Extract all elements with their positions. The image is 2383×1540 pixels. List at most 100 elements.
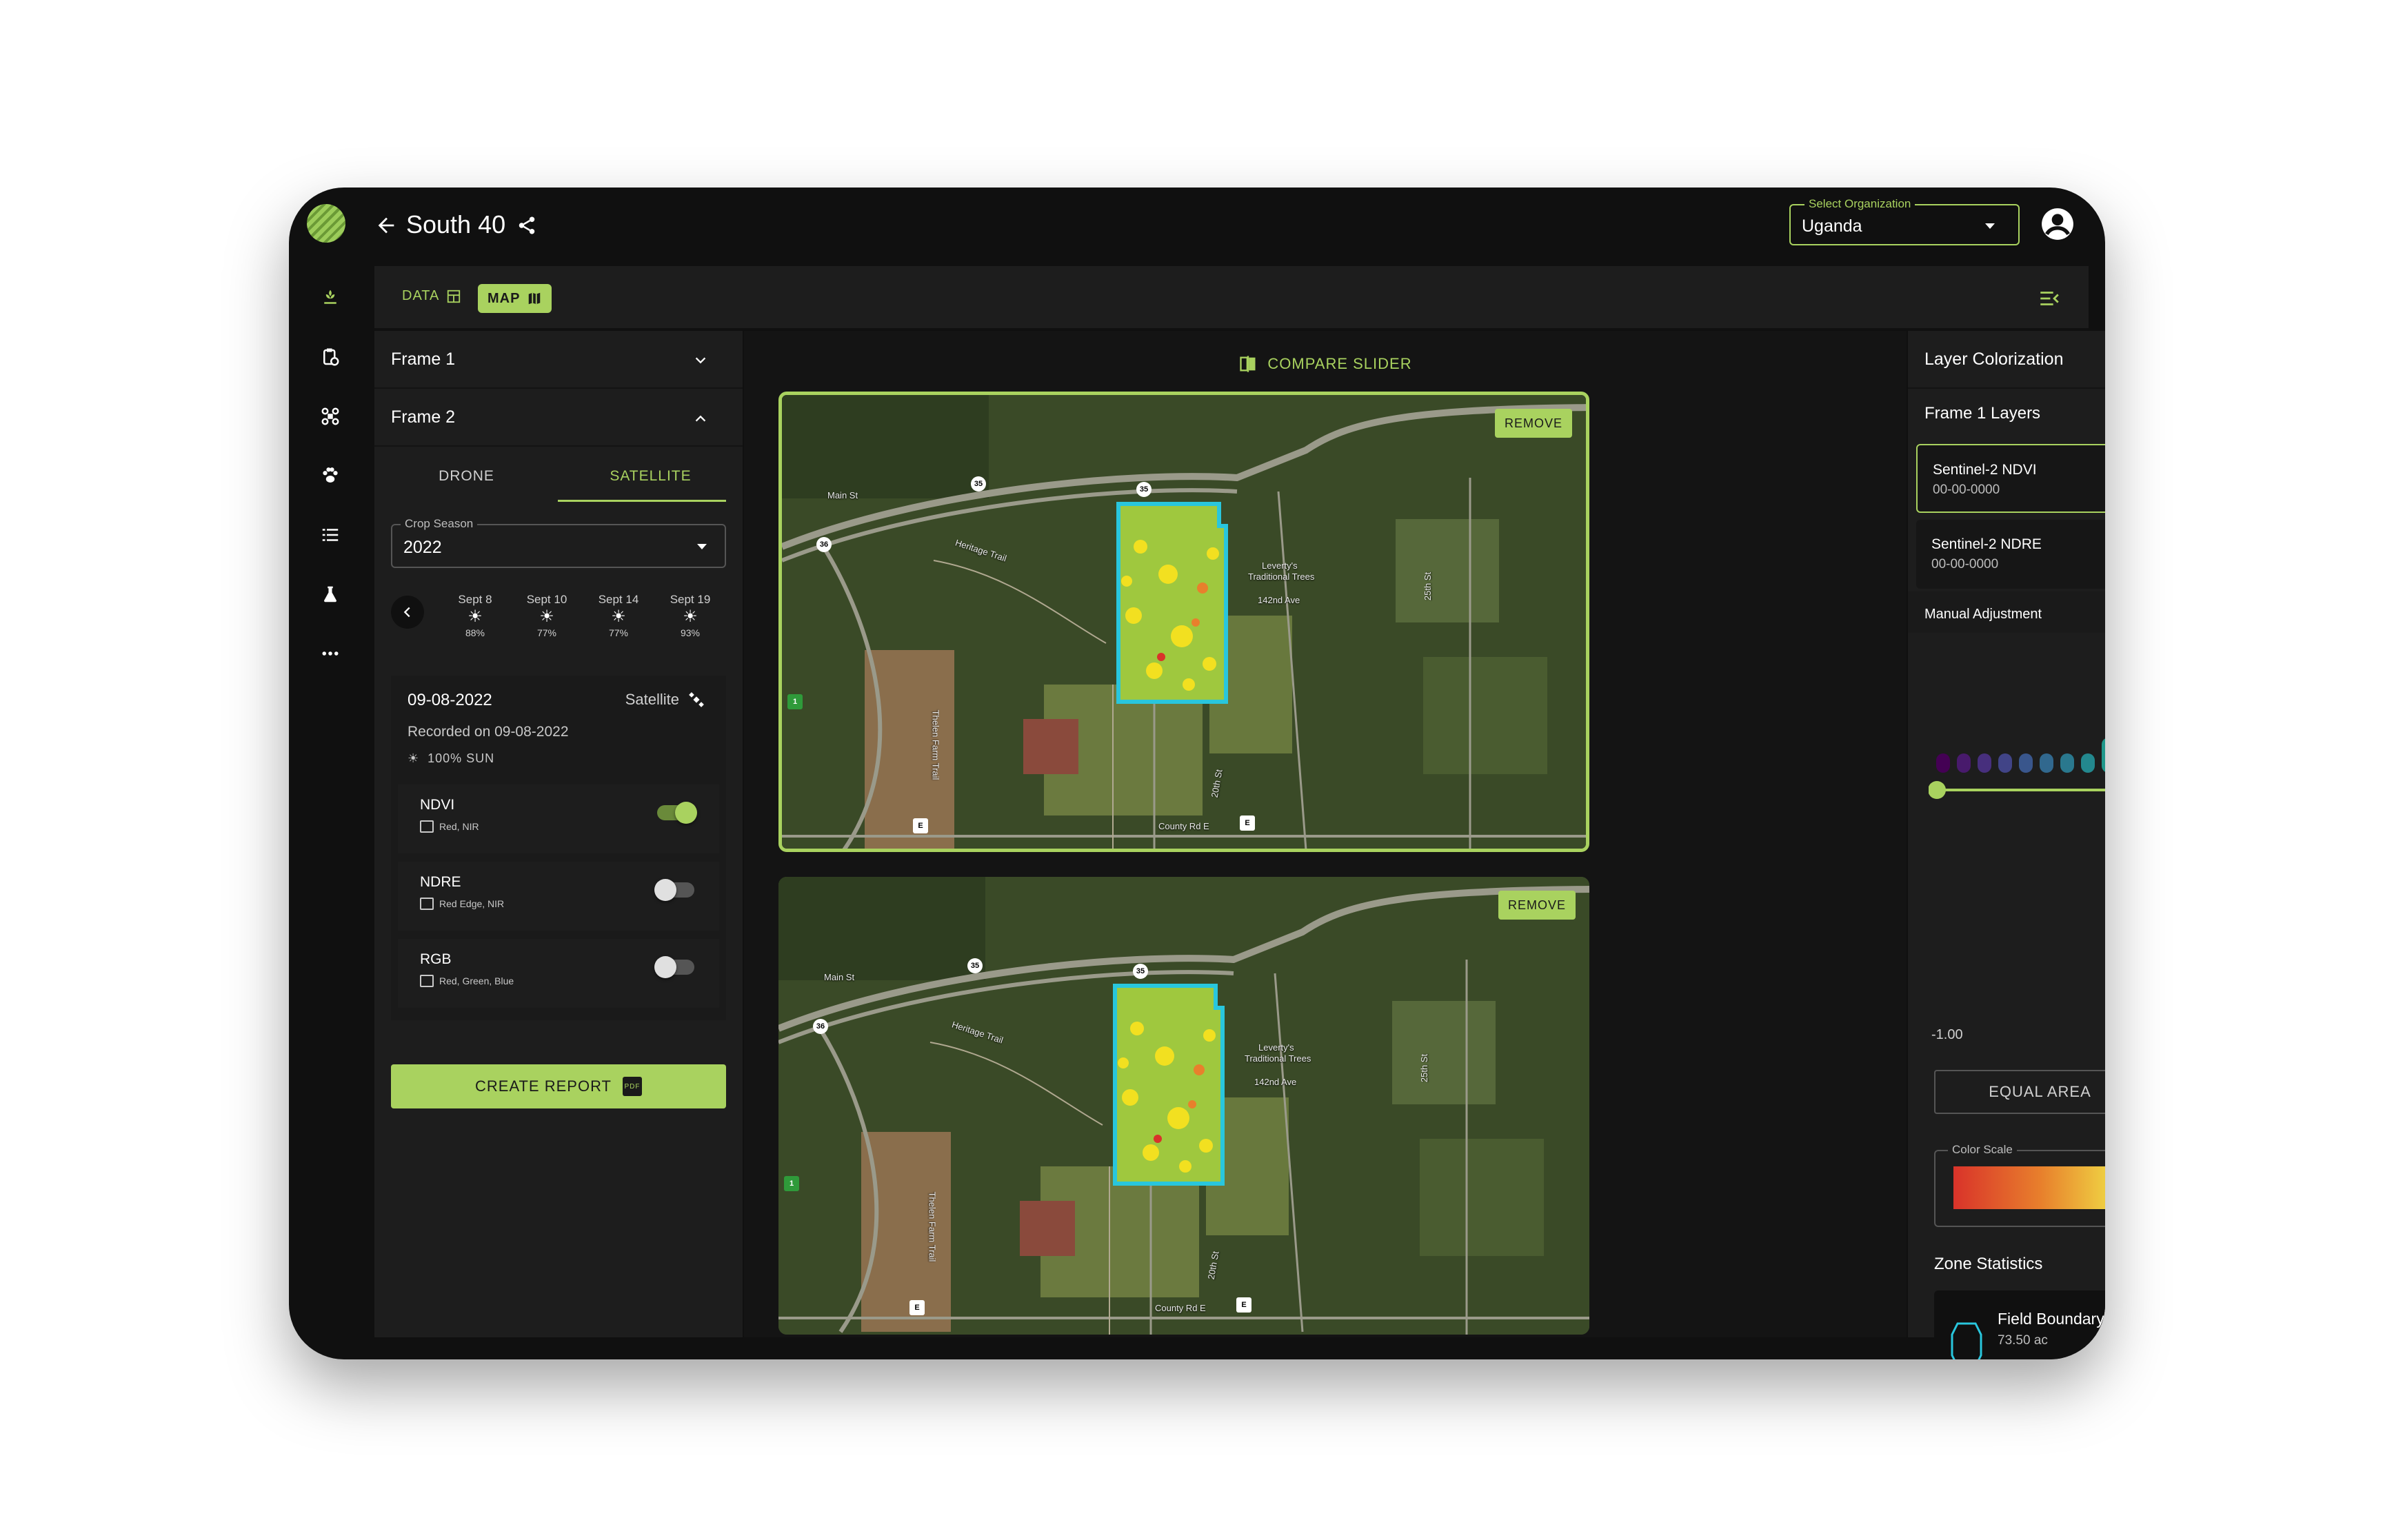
- capture-date: 09-08-2022: [408, 691, 492, 709]
- map-label: Main St: [824, 972, 855, 982]
- capture-source: Satellite: [625, 691, 705, 709]
- map-compare-area: COMPARE SLIDER: [744, 331, 1907, 1337]
- compare-slider-toggle[interactable]: COMPARE SLIDER: [744, 354, 1907, 374]
- toggle-knob: [654, 956, 676, 978]
- pdf-icon: PDF: [623, 1077, 642, 1096]
- layer-row[interactable]: Sentinel-2 NDVI 00-00-0000 Opacity: [1916, 444, 2105, 513]
- nav-drone-icon[interactable]: [316, 403, 344, 430]
- date-option-percent: 77%: [536, 627, 557, 638]
- frame-1-header[interactable]: Frame 1: [374, 331, 743, 389]
- map-icon: [529, 292, 541, 305]
- collapse-menu-icon[interactable]: [2038, 287, 2061, 314]
- tab-satellite[interactable]: SATELLITE: [610, 468, 692, 484]
- route-shield: 1: [787, 694, 803, 709]
- map-label: 142nd Ave: [1254, 1077, 1297, 1087]
- layer-colorization-panel: Layer Colorization Frame 1 Layers Sentin…: [1908, 331, 2105, 1359]
- band-channels-label: Red, Green, Blue: [439, 975, 514, 986]
- band-name: NDVI: [420, 797, 455, 813]
- manual-adjustment-title: Manual Adjustment: [1924, 607, 2042, 622]
- satellite-icon: [689, 692, 704, 707]
- date-option-percent: 88%: [465, 627, 485, 638]
- layer-colorization-title: Layer Colorization: [1924, 349, 2064, 369]
- map-view-toggle[interactable]: MAP: [478, 284, 552, 313]
- nav-clipboard-icon[interactable]: [316, 343, 344, 371]
- band-toggle[interactable]: [657, 802, 697, 824]
- nav-list-icon[interactable]: [316, 521, 344, 549]
- chevron-left-icon[interactable]: [391, 596, 424, 629]
- crop-season-label: Crop Season: [401, 517, 478, 531]
- active-tab-indicator: [558, 500, 726, 502]
- band-name: NDRE: [420, 874, 461, 890]
- remove-frame-1-button[interactable]: REMOVE: [1494, 409, 1572, 438]
- toggle-knob: [675, 802, 697, 824]
- chevron-down-icon: [695, 357, 706, 364]
- route-shield: 1: [784, 1176, 799, 1191]
- image-icon: [420, 975, 434, 987]
- satellite-imagery: [778, 877, 1589, 1335]
- zone-statistics-title: Zone Statistics: [1934, 1255, 2043, 1273]
- remove-frame-2-button[interactable]: REMOVE: [1498, 891, 1576, 920]
- map-label: 142nd Ave: [1258, 595, 1300, 605]
- band-channels: Red Edge, NIR: [420, 898, 504, 910]
- map-label: Thelen Farm Trail: [930, 709, 941, 780]
- back-arrow-icon[interactable]: [374, 214, 398, 241]
- nav-farm-icon[interactable]: [316, 284, 344, 312]
- brand-logo[interactable]: [307, 204, 345, 243]
- map-frame-2[interactable]: Main St Heritage Trail Leverty's Traditi…: [778, 877, 1589, 1335]
- image-icon: [420, 898, 434, 910]
- crop-season-select[interactable]: Crop Season 2022: [391, 517, 726, 568]
- date-option[interactable]: Sept 10 ☀ 77%: [519, 593, 574, 638]
- capture-details-card: 09-08-2022 Satellite Recorded on 09-08-2…: [391, 676, 726, 1020]
- image-icon: [420, 820, 434, 833]
- app-header: South 40 Select Organization Uganda: [289, 188, 2105, 263]
- date-option-percent: 93%: [680, 627, 701, 638]
- histogram: [1929, 738, 2105, 799]
- app-window: South 40 Select Organization Uganda: [289, 188, 2105, 1359]
- share-icon[interactable]: [516, 215, 537, 239]
- map-label: 25th St: [1419, 1053, 1430, 1083]
- nav-lab-flask-icon[interactable]: [316, 580, 344, 608]
- date-option[interactable]: Sept 8 ☀ 88%: [448, 593, 503, 638]
- capture-sun-value: 100% SUN: [428, 751, 495, 765]
- compare-slider-label: COMPARE SLIDER: [1267, 355, 1412, 372]
- equal-area-button[interactable]: EQUAL AREA: [1989, 1083, 2091, 1100]
- create-report-button[interactable]: CREATE REPORT PDF: [391, 1064, 726, 1108]
- nav-more-icon[interactable]: [316, 640, 344, 667]
- route-shield: E: [913, 818, 928, 833]
- date-option-label: Sept 8: [458, 593, 492, 606]
- map-frame-1[interactable]: Main St Heritage Trail Leverty's Traditi…: [778, 392, 1589, 852]
- route-shield: 36: [816, 537, 832, 552]
- data-view-toggle[interactable]: DATA: [402, 288, 461, 304]
- page-title: South 40: [406, 210, 506, 239]
- frame-2-header[interactable]: Frame 2: [374, 389, 743, 447]
- map-label: Leverty's: [1262, 560, 1298, 571]
- map-label: County Rd E: [1158, 821, 1209, 831]
- capture-sun-info: ☀ 100% SUN: [408, 751, 494, 766]
- frame-2-label: Frame 2: [391, 407, 456, 427]
- organization-select-value: Uganda: [1802, 216, 1862, 236]
- compare-icon: [1240, 356, 1256, 372]
- band-toggle[interactable]: [654, 956, 694, 978]
- source-tabs: DRONE SATELLITE: [374, 447, 743, 506]
- date-option-percent: 77%: [608, 627, 629, 638]
- map-view-label: MAP: [487, 290, 521, 306]
- route-shield: 35: [1136, 482, 1152, 497]
- date-option[interactable]: Sept 19 ☀ 93%: [663, 593, 718, 638]
- band-channels-label: Red, NIR: [439, 821, 479, 832]
- layer-colorization-header[interactable]: Layer Colorization: [1908, 331, 2105, 389]
- organization-select[interactable]: Select Organization Uganda: [1789, 197, 2020, 245]
- date-option[interactable]: Sept 14 ☀ 77%: [591, 593, 646, 638]
- map-label: Traditional Trees: [1248, 571, 1315, 582]
- manual-adjustment-header[interactable]: [1908, 591, 2105, 633]
- map-label: Main St: [827, 490, 858, 500]
- route-shield: 36: [813, 1019, 828, 1034]
- band-toggle[interactable]: [654, 879, 694, 901]
- band-row-rgb: RGB Red, Green, Blue: [398, 939, 719, 1008]
- map-label: County Rd E: [1155, 1303, 1206, 1313]
- account-icon[interactable]: [2040, 207, 2075, 241]
- nav-livestock-icon[interactable]: [316, 462, 344, 489]
- layer-row[interactable]: Sentinel-2 NDRE 00-00-0000 Opacity: [1916, 520, 2105, 589]
- color-scale-select[interactable]: Color Scale: [1934, 1143, 2105, 1227]
- range-min-handle[interactable]: [1929, 781, 1946, 799]
- tab-drone[interactable]: DRONE: [439, 468, 494, 484]
